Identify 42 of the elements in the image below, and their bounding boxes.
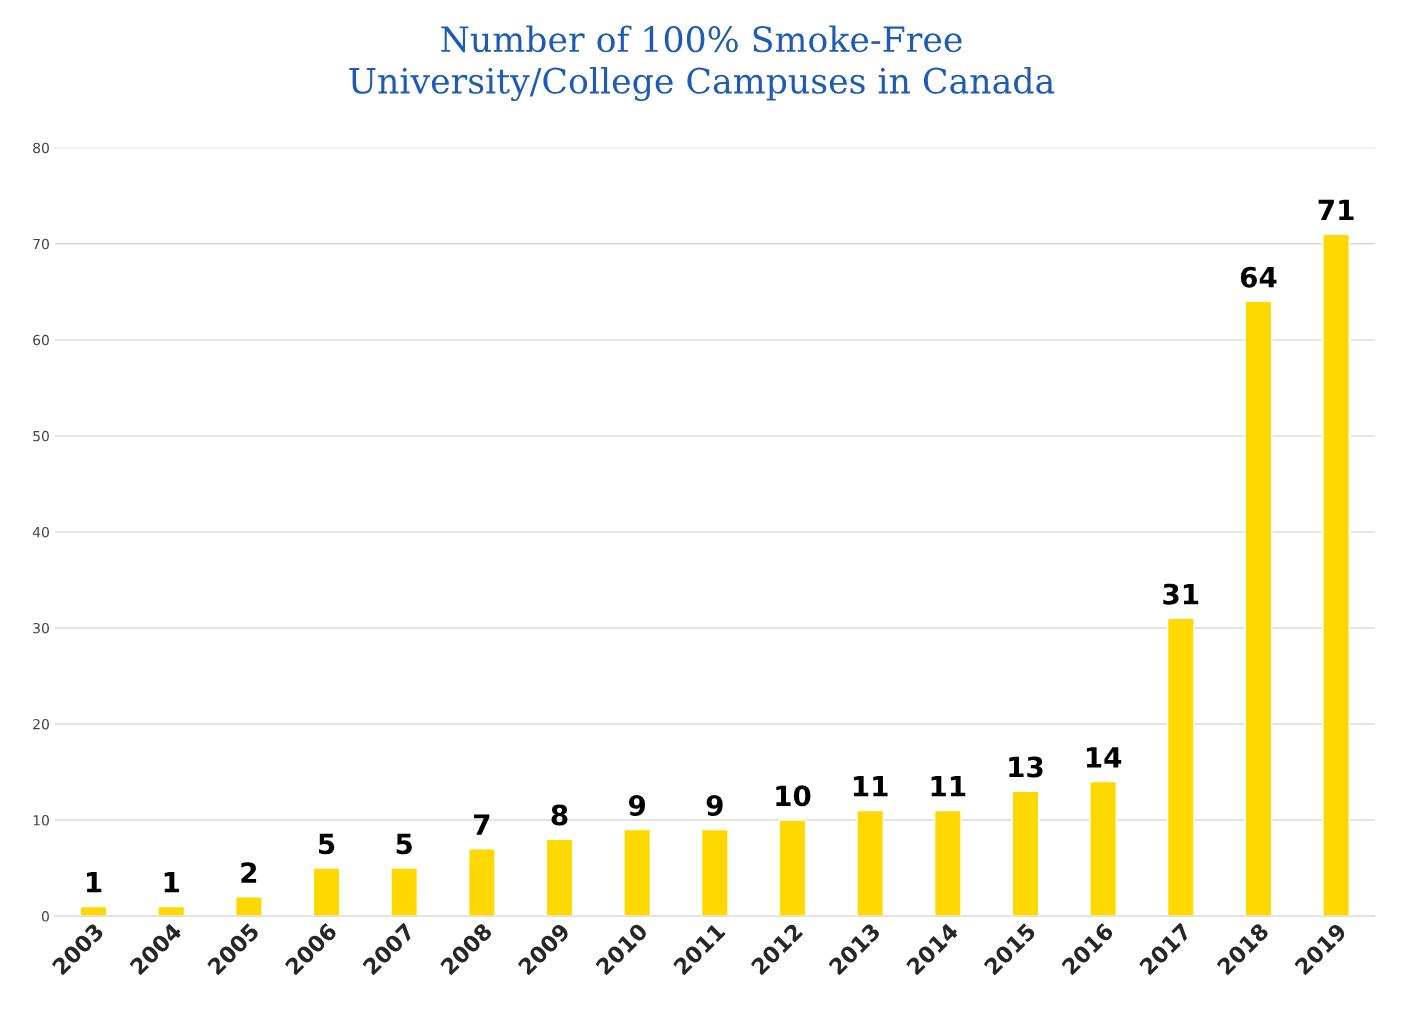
data-label: 71 <box>1318 199 1354 221</box>
y-tick-label: 30 <box>33 622 49 634</box>
data-label: 5 <box>319 833 335 855</box>
data-label: 1 <box>164 872 179 893</box>
data-label: 7 <box>474 814 490 835</box>
bar <box>700 828 729 917</box>
bar <box>778 819 807 917</box>
data-label: 64 <box>1240 266 1277 288</box>
bar <box>933 809 962 917</box>
data-label: 8 <box>551 804 568 826</box>
y-tick-label: 10 <box>33 815 49 826</box>
bar <box>545 838 574 917</box>
y-tick-label: 40 <box>32 526 49 538</box>
bar <box>623 828 652 917</box>
data-label: 1 <box>87 872 102 893</box>
data-label: 31 <box>1163 583 1199 605</box>
y-tick-label: 0 <box>41 911 49 922</box>
data-label: 11 <box>853 776 888 797</box>
bar <box>312 867 341 917</box>
data-label: 9 <box>706 794 723 816</box>
bar <box>1011 790 1040 917</box>
data-label: 5 <box>396 833 412 855</box>
bar <box>390 867 419 917</box>
bar <box>234 896 263 917</box>
data-label: 14 <box>1086 747 1122 768</box>
data-label: 11 <box>931 776 966 797</box>
data-label: 2 <box>241 862 257 883</box>
data-label: 13 <box>1009 756 1043 778</box>
bar <box>856 809 885 917</box>
bar <box>1322 233 1351 917</box>
bar <box>467 848 496 917</box>
bar <box>1089 780 1118 917</box>
y-tick-label: 80 <box>33 142 49 154</box>
data-label: 9 <box>628 794 646 816</box>
y-tick-label: 70 <box>33 238 49 250</box>
data-label: 10 <box>776 785 811 807</box>
bar <box>1166 617 1195 917</box>
chart-title: Number of 100% Smoke-Free University/College Campuses in Canada <box>349 25 1055 102</box>
y-tick-label: 50 <box>33 430 49 442</box>
y-tick-label: 60 <box>33 334 49 346</box>
y-tick-label: 20 <box>33 718 49 730</box>
bar <box>1244 300 1273 917</box>
